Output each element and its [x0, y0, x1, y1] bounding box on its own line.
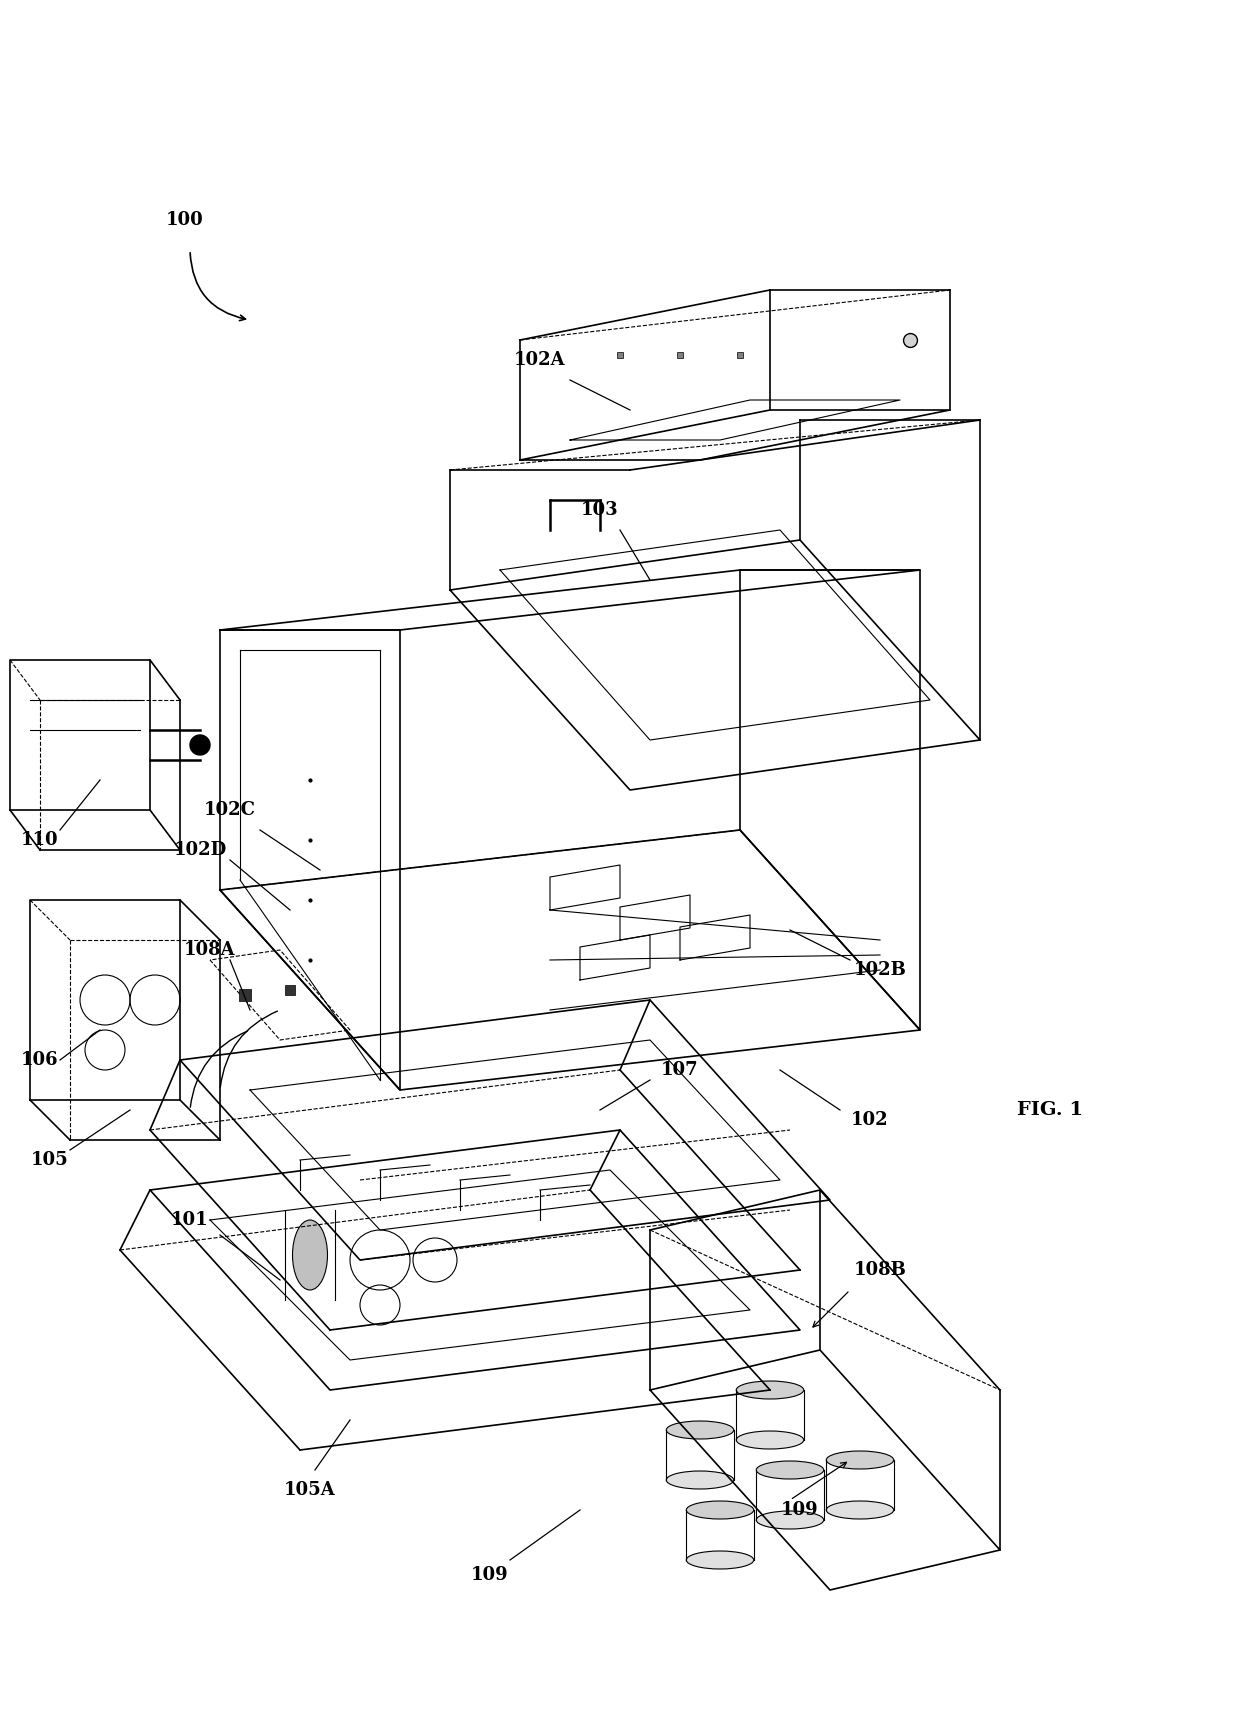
Text: FIG. 1: FIG. 1: [1017, 1101, 1083, 1118]
Text: 101: 101: [171, 1211, 208, 1229]
Text: 105: 105: [31, 1151, 69, 1170]
Text: 110: 110: [21, 831, 58, 848]
Ellipse shape: [756, 1460, 823, 1479]
Ellipse shape: [666, 1471, 734, 1489]
Ellipse shape: [826, 1452, 894, 1469]
Ellipse shape: [826, 1501, 894, 1518]
Ellipse shape: [293, 1219, 327, 1289]
Ellipse shape: [666, 1421, 734, 1440]
Ellipse shape: [756, 1512, 823, 1529]
Text: 102D: 102D: [174, 841, 227, 858]
Text: 102A: 102A: [515, 351, 565, 369]
Circle shape: [190, 735, 210, 756]
Text: 105A: 105A: [284, 1481, 336, 1500]
Ellipse shape: [686, 1501, 754, 1518]
Text: 100: 100: [166, 210, 203, 229]
Ellipse shape: [737, 1431, 804, 1448]
Text: 102C: 102C: [205, 800, 255, 819]
Text: 108A: 108A: [185, 941, 236, 959]
Ellipse shape: [737, 1382, 804, 1399]
Text: 109: 109: [781, 1501, 818, 1518]
Text: 107: 107: [661, 1060, 699, 1079]
Text: 102: 102: [851, 1112, 889, 1129]
Text: 103: 103: [582, 501, 619, 520]
Text: 106: 106: [21, 1052, 58, 1069]
Ellipse shape: [686, 1551, 754, 1570]
Text: 109: 109: [471, 1566, 508, 1583]
Text: 102B: 102B: [853, 961, 906, 980]
Text: 108B: 108B: [853, 1260, 906, 1279]
